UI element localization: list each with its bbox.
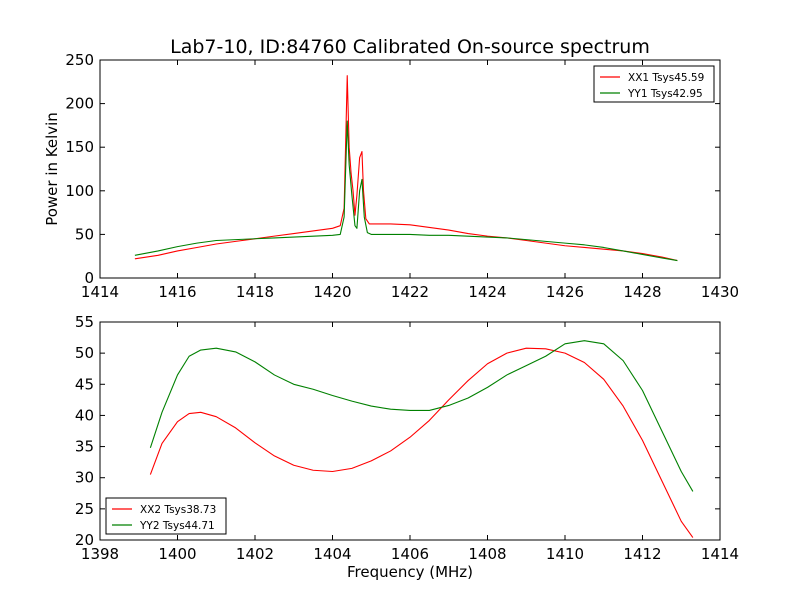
x-tick-label: 1422: [391, 283, 429, 301]
y-axis-label: Power in Kelvin: [43, 112, 61, 226]
plot-panels: 1414 1416 1418 1420 1422 1424 1426 1428 14300501…: [65, 51, 739, 563]
x-tick-label: 1424: [468, 283, 506, 301]
y-tick-label: 100: [65, 182, 94, 200]
y-tick-label: 55: [75, 313, 94, 331]
y-tick-label: 200: [65, 95, 94, 113]
series-line-bottom-1: [149, 347, 694, 538]
y-tick-label: 50: [75, 344, 94, 362]
x-tick-label: 1398: [81, 545, 119, 563]
x-tick-label: 1420: [313, 283, 351, 301]
x-tick-label: 1430: [701, 283, 739, 301]
x-tick-label: 1402: [236, 545, 274, 563]
x-tick-label: 1400: [158, 545, 196, 563]
series-line-top-2: [134, 120, 678, 262]
y-tick-label: 30: [75, 469, 94, 487]
x-tick-label: 1408: [468, 545, 506, 563]
legend-label: XX2 Tsys38.73: [140, 504, 216, 516]
y-tick-label: 45: [75, 375, 94, 393]
x-tick-label: 1414: [81, 283, 119, 301]
legend-bottom: XX2 Tsys38.73 YY2 Tsys44.71: [105, 497, 227, 535]
x-tick-label: 1426: [546, 283, 584, 301]
legend-box: [593, 65, 715, 103]
x-tick-label: 1404: [313, 545, 351, 563]
x-tick-label: 1412: [623, 545, 661, 563]
y-tick-label: 50: [75, 225, 94, 243]
x-axis-label: Frequency (MHz): [347, 563, 473, 581]
y-tick-label: 25: [75, 500, 94, 518]
x-tick-label: 1416: [158, 283, 196, 301]
y-tick-label: 250: [65, 51, 94, 69]
series-line-top-1: [134, 75, 678, 262]
legend-top: XX1 Tsys45.59 YY1 Tsys42.95: [593, 65, 715, 103]
y-tick-label: 150: [65, 138, 94, 156]
x-tick-label: 1428: [623, 283, 661, 301]
plot-panel-bottom: 1398 1400 1402 1404 1406 1408 1410 1412 1414 20 25…: [75, 313, 739, 563]
y-tick-label: 20: [75, 531, 94, 549]
legend-label: YY1 Tsys42.95: [627, 88, 703, 100]
plot-panel-top: 1414 1416 1418 1420 1422 1424 1426 1428 1430 0 50 1…: [65, 51, 739, 301]
y-tick-label: 35: [75, 438, 94, 456]
legend-box: [105, 497, 227, 535]
series-line-bottom-2: [149, 340, 694, 492]
x-tick-label: 1406: [391, 545, 429, 563]
legend-label: YY2 Tsys44.71: [139, 520, 215, 532]
x-tick-label: 1414: [701, 545, 739, 563]
x-tick-label: 1418: [236, 283, 274, 301]
legend-label: XX1 Tsys45.59: [628, 72, 704, 84]
x-tick-label: 1410: [546, 545, 584, 563]
chart-title: Lab7-10, ID:84760 Calibrated On-source s…: [170, 36, 650, 58]
y-tick-label: 40: [75, 406, 94, 424]
y-tick-label: 0: [84, 269, 94, 287]
